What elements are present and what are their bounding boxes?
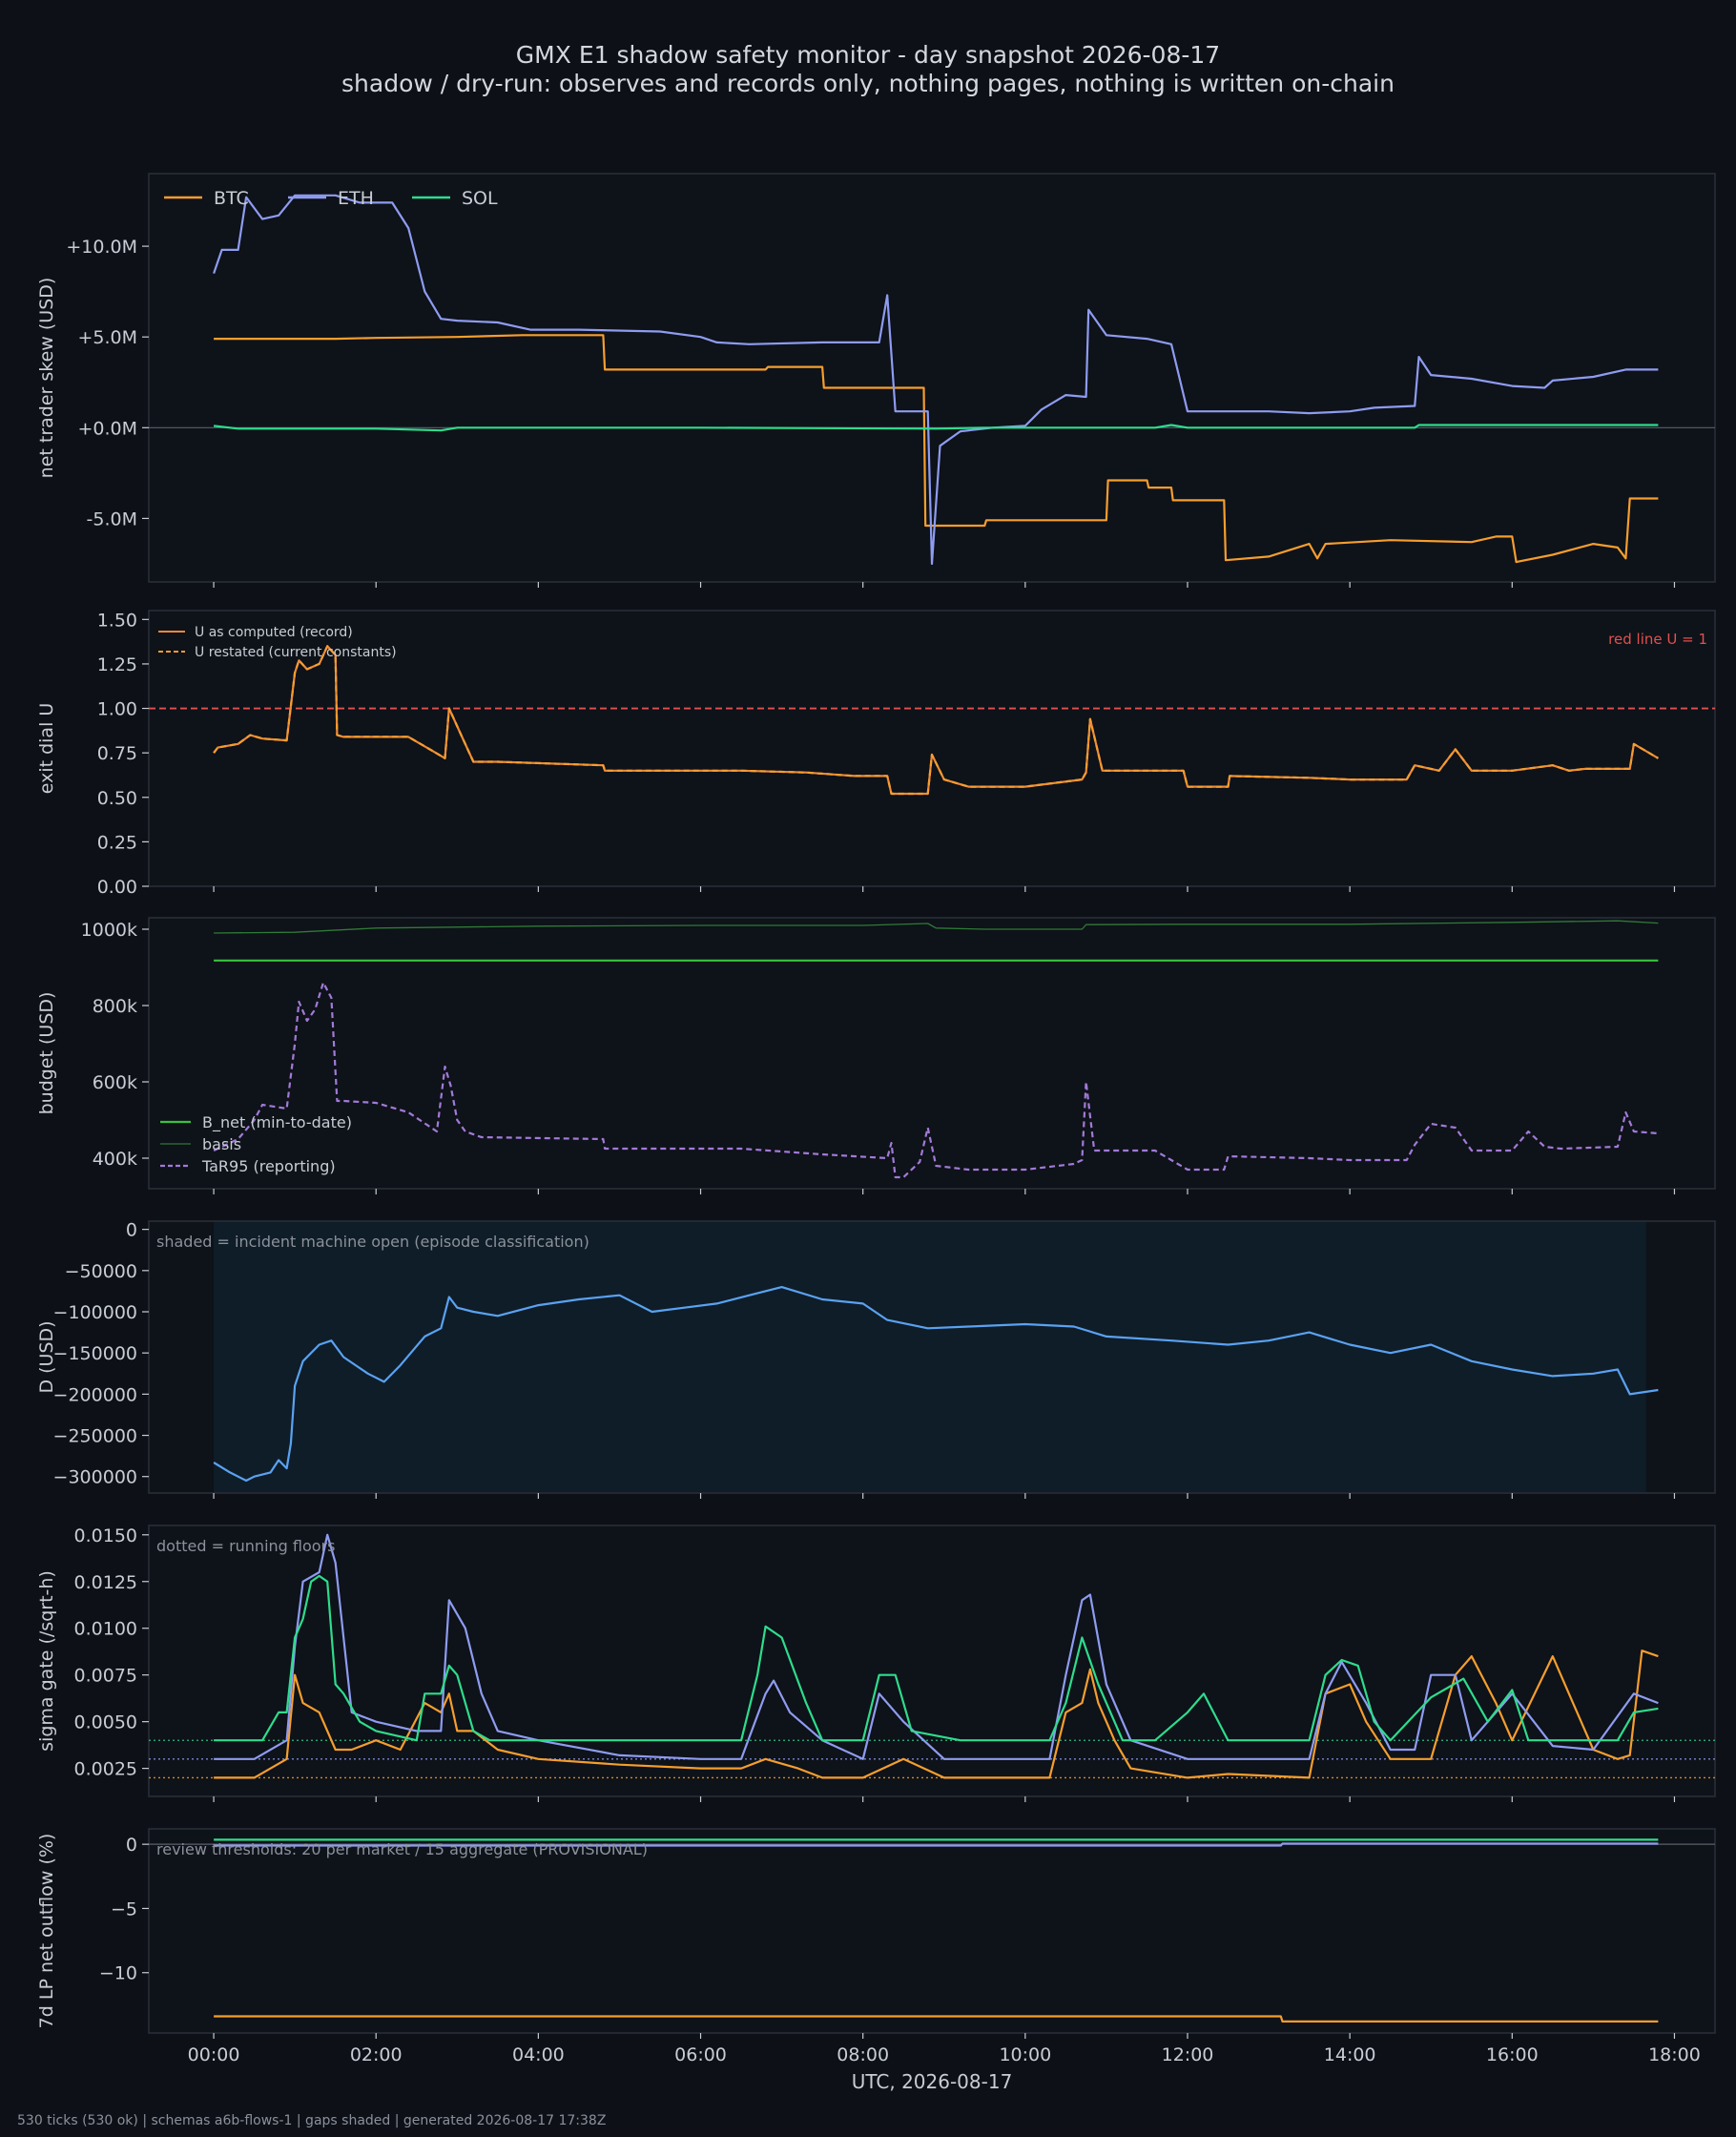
panel-6: −10 −5 0 00:00 02:00 04:00 06:00 08:00 10:00 12:0… — [36, 1828, 1716, 2093]
y-axis-label: D (USD) — [36, 1320, 57, 1393]
annotation-red-line: red line U = 1 — [1608, 631, 1707, 648]
x-tick-label: 06:00 — [674, 2044, 727, 2065]
legend-label: U restated (current constants) — [195, 645, 397, 660]
y-tick-label: −300000 — [53, 1467, 137, 1488]
panel-1: -5.0M +0.0M +5.0M +10.0M net trader skew (US… — [36, 173, 1716, 588]
panel-annotation: dotted = running floors — [156, 1537, 335, 1555]
y-tick-label: −5 — [111, 1898, 137, 1919]
y-tick-label: −150000 — [53, 1343, 137, 1364]
x-tick-label: 12:00 — [1162, 2044, 1214, 2065]
legend-label: basis — [202, 1135, 241, 1153]
y-tick-label: 0.0025 — [74, 1759, 137, 1780]
panel-frame — [148, 610, 1716, 887]
series-line-btc — [214, 2015, 1659, 2023]
chart-title: GMX E1 shadow safety monitor - day snaps… — [515, 41, 1221, 69]
legend-label: ETH — [338, 188, 374, 209]
y-tick-label: 1.00 — [97, 699, 137, 720]
y-axis-label: 7d LP net outflow (%) — [36, 1834, 57, 2029]
y-tick-label: 0.0150 — [74, 1525, 137, 1546]
y-tick-label: −250000 — [53, 1426, 137, 1447]
x-tick-label: 14:00 — [1324, 2044, 1376, 2065]
legend-label: SOL — [462, 188, 498, 209]
panel-5: 0.0025 0.0050 0.0075 0.0100 0.0125 0.0150 sigm… — [36, 1525, 1716, 1802]
series-line-tar95-reporting- — [213, 981, 1659, 1179]
panel-3: 400k 600k 800k 1000k budget (USD) B_net (min-… — [36, 917, 1716, 1194]
y-axis-label: budget (USD) — [36, 992, 57, 1115]
legend-label: B_net (min-to-date) — [202, 1113, 352, 1132]
y-tick-label: 0 — [126, 1835, 137, 1856]
y-tick-label: −100000 — [53, 1302, 137, 1323]
series-line-basis — [214, 920, 1659, 934]
y-axis-label: sigma gate (/sqrt-h) — [36, 1570, 57, 1752]
y-tick-label: 1.25 — [97, 654, 137, 675]
y-tick-label: 400k — [93, 1149, 137, 1170]
series-line-eth — [213, 194, 1659, 566]
x-axis-label: UTC, 2026-08-17 — [852, 2070, 1013, 2093]
x-tick-label: 08:00 — [837, 2044, 889, 2065]
x-tick-label: 16:00 — [1486, 2044, 1539, 2065]
x-tick-label: 02:00 — [350, 2044, 403, 2065]
legend-label: BTC — [214, 188, 249, 209]
y-tick-label: 600k — [93, 1072, 137, 1093]
panel-frame — [148, 1525, 1716, 1797]
y-axis-label: exit dial U — [36, 703, 57, 795]
panel-4: −300000 −250000 −200000 −150000 −100000 −5000… — [36, 1220, 1716, 1499]
y-tick-label: 800k — [93, 996, 137, 1017]
x-tick-label: 00:00 — [188, 2044, 240, 2065]
panel-frame — [148, 173, 1716, 583]
x-tick-label: 10:00 — [999, 2044, 1051, 2065]
y-tick-label: 1.50 — [97, 610, 137, 631]
series-line-sol — [214, 1574, 1659, 1742]
y-tick-label: 0.0050 — [74, 1712, 137, 1733]
footer-status: 530 ticks (530 ok) | schemas a6b-flows-1… — [17, 2113, 607, 2128]
series-line-eth — [214, 1842, 1659, 1847]
shaded-incident-region — [214, 1222, 1646, 1492]
panel-annotation: shaded = incident machine open (episode … — [156, 1233, 589, 1251]
panel-2: 0.00 0.25 0.50 0.75 1.00 1.25 1.50 exit dial U r… — [36, 610, 1716, 898]
y-tick-label: −50000 — [65, 1261, 137, 1282]
y-tick-label: 0.0100 — [74, 1619, 137, 1640]
y-tick-label: 0 — [126, 1220, 137, 1241]
y-tick-label: -5.0M — [87, 508, 137, 529]
series-line-btc — [214, 1649, 1659, 1779]
y-tick-label: 0.00 — [97, 877, 137, 898]
series-line-d — [213, 1285, 1659, 1483]
y-tick-label: 0.75 — [97, 743, 137, 764]
y-tick-label: −10 — [99, 1963, 137, 1984]
panel-frame — [148, 1828, 1716, 2034]
panel-frame — [148, 917, 1716, 1190]
x-tick-label: 18:00 — [1648, 2044, 1701, 2065]
series-line-btc — [214, 334, 1659, 564]
y-tick-label: +10.0M — [66, 237, 137, 258]
y-axis-label: net trader skew (USD) — [36, 278, 57, 479]
y-tick-label: −200000 — [53, 1384, 137, 1405]
y-tick-label: 0.25 — [97, 832, 137, 853]
chart-subtitle: shadow / dry-run: observes and records o… — [341, 70, 1395, 97]
y-tick-label: +5.0M — [77, 327, 137, 348]
y-tick-label: 0.0075 — [74, 1666, 137, 1687]
y-tick-label: 0.0125 — [74, 1572, 137, 1593]
legend-label: U as computed (record) — [195, 625, 353, 640]
y-tick-label: 1000k — [81, 920, 137, 941]
panel-annotation: review thresholds: 20 per market / 15 ag… — [156, 1840, 648, 1858]
series-line-sol — [213, 424, 1659, 432]
y-tick-label: 0.50 — [97, 788, 137, 809]
legend-label: TaR95 (reporting) — [201, 1157, 336, 1175]
y-tick-label: +0.0M — [77, 418, 137, 439]
series-line-u-restated-current-constants- — [213, 645, 1659, 796]
x-tick-label: 04:00 — [512, 2044, 565, 2065]
